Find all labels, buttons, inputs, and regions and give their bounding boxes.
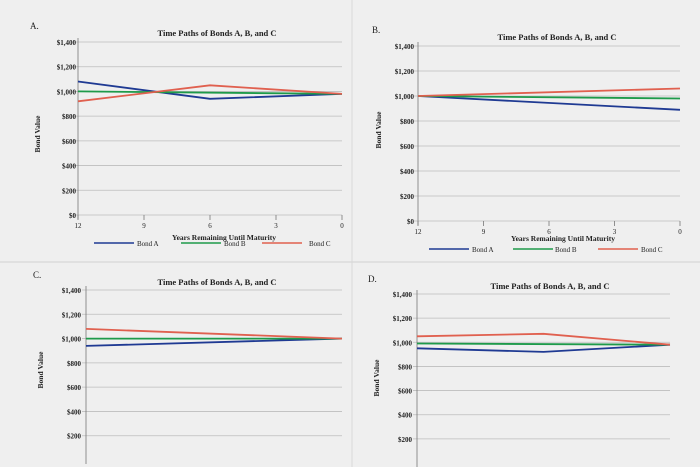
x-tick-label: 9 [482, 228, 486, 236]
x-tick-label: 0 [340, 222, 344, 230]
y-tick-label: $600 [62, 138, 77, 146]
legend-label: Bond C [309, 240, 331, 248]
x-tick-label: 12 [75, 222, 83, 230]
y-tick-label: $1,200 [57, 64, 77, 72]
x-tick-label: 12 [415, 228, 423, 236]
series-line-bond-b [416, 342, 671, 346]
x-tick-label: 6 [547, 228, 551, 236]
chart-title: Time Paths of Bonds A, B, and C [497, 32, 616, 42]
panel-label: D. [368, 274, 377, 284]
chart-title: Time Paths of Bonds A, B, and C [157, 28, 276, 38]
x-tick-label: 6 [208, 222, 212, 230]
y-tick-label: $400 [400, 168, 415, 176]
legend-label: Bond A [472, 246, 494, 254]
x-axis-title: Years Remaining Until Maturity [172, 233, 276, 242]
series-line-bond-b [417, 95, 681, 100]
y-tick-label: $1,400 [57, 39, 77, 47]
x-tick-label: 9 [142, 222, 146, 230]
y-tick-label: $400 [398, 412, 413, 420]
y-tick-label: $200 [62, 187, 77, 195]
series-line-bond-a [417, 95, 681, 111]
y-tick-label: $0 [407, 218, 415, 226]
y-tick-label: $1,400 [62, 287, 82, 295]
series-line-bond-c [85, 328, 343, 340]
legend-label: Bond A [137, 240, 159, 248]
y-axis-title: Bond Value [374, 111, 383, 149]
y-tick-label: $800 [398, 363, 413, 371]
y-tick-label: $400 [62, 163, 77, 171]
chart-panel-a: A. Time Paths of Bonds A, B, and C Bond Va… [30, 21, 344, 248]
series-line-bond-c [77, 84, 343, 103]
y-tick-label: $1,000 [62, 336, 82, 344]
chart-panel-c: C. Time Paths of Bonds A, B, and C Bond Va… [33, 270, 343, 464]
panel-label: B. [372, 25, 380, 35]
chart-panel-d: D. Time Paths of Bonds A, B, and C Bond Va… [368, 274, 671, 467]
chart-title: Time Paths of Bonds A, B, and C [157, 277, 276, 287]
y-tick-label: $200 [400, 193, 415, 201]
y-tick-label: $600 [67, 384, 82, 392]
y-tick-label: $1,400 [395, 43, 415, 51]
panel-label: C. [33, 270, 41, 280]
y-tick-label: $1,000 [57, 88, 77, 96]
y-axis-title: Bond Value [372, 359, 381, 397]
legend-label: Bond B [555, 246, 577, 254]
series-line-bond-c [416, 332, 671, 346]
y-tick-label: $800 [400, 118, 415, 126]
legend-label: Bond C [641, 246, 663, 254]
y-tick-label: $200 [398, 436, 413, 444]
y-tick-label: $1,000 [393, 339, 413, 347]
y-tick-label: $1,400 [393, 291, 413, 299]
y-tick-label: $1,200 [62, 311, 82, 319]
y-tick-label: $800 [67, 360, 82, 368]
series-line-bond-a [77, 80, 343, 100]
x-tick-label: 0 [678, 228, 682, 236]
y-tick-label: $400 [67, 408, 82, 416]
x-tick-label: 3 [613, 228, 617, 236]
y-tick-label: $200 [67, 433, 82, 441]
y-axis-title: Bond Value [33, 115, 42, 153]
y-tick-label: $0 [69, 212, 77, 220]
y-tick-label: $1,200 [395, 68, 415, 76]
series-line-bond-c [417, 87, 681, 97]
chart-title: Time Paths of Bonds A, B, and C [490, 281, 609, 291]
y-tick-label: $800 [62, 113, 77, 121]
y-tick-label: $1,200 [393, 315, 413, 323]
series-line-bond-a [416, 343, 671, 353]
chart-panel-b: B. Time Paths of Bonds A, B, and C Bond Va… [372, 25, 682, 254]
x-tick-label: 3 [274, 222, 278, 230]
y-axis-title: Bond Value [36, 351, 45, 389]
y-tick-label: $600 [400, 143, 415, 151]
series-line-bond-b [77, 90, 343, 95]
legend-label: Bond B [224, 240, 246, 248]
series-line-bond-a [85, 337, 343, 347]
y-tick-label: $1,000 [395, 93, 415, 101]
panel-label: A. [30, 21, 39, 31]
x-axis-title: Years Remaining Until Maturity [511, 234, 615, 243]
y-tick-label: $600 [398, 388, 413, 396]
